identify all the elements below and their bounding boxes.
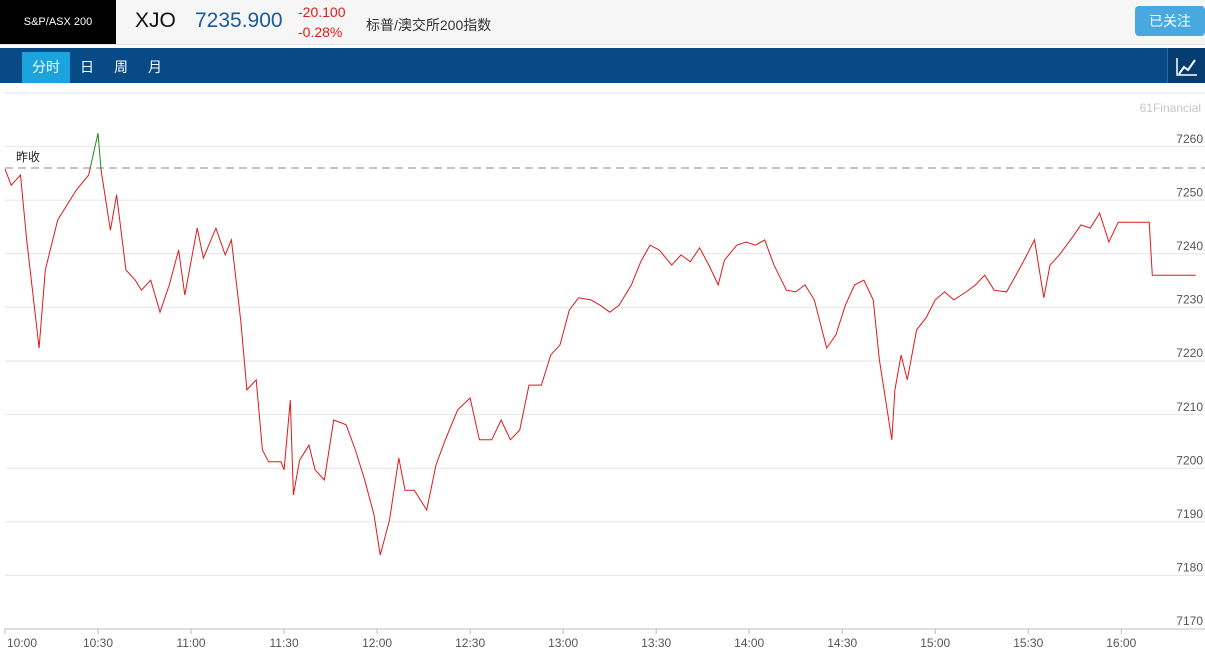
tab[interactable]: 周 bbox=[114, 59, 128, 75]
x-tick-label: 11:30 bbox=[269, 636, 298, 650]
x-tick-label: 11:00 bbox=[176, 636, 205, 650]
y-tick-label: 7180 bbox=[1176, 561, 1203, 575]
y-tick-label: 7210 bbox=[1176, 400, 1203, 414]
x-tick-label: 14:30 bbox=[827, 636, 857, 650]
index-name-cn: 标普/澳交所200指数 bbox=[366, 17, 492, 33]
y-tick-label: 7220 bbox=[1176, 346, 1203, 360]
icon bbox=[1176, 58, 1197, 76]
change-pct: -0.28% bbox=[298, 24, 343, 40]
price-line-up bbox=[89, 133, 102, 169]
y-tick-label: 7200 bbox=[1176, 453, 1203, 467]
header: S&P/ASX 200 XJO 7235.900 -20.100 -0.28% … bbox=[0, 0, 1205, 45]
prev-close-label: 昨收 bbox=[16, 150, 40, 164]
index-name: S&P/ASX 200 bbox=[0, 0, 116, 44]
tab[interactable]: 日 bbox=[80, 59, 94, 75]
y-tick-label: 7240 bbox=[1176, 239, 1203, 253]
y-tick-label: 7260 bbox=[1176, 132, 1203, 146]
y-tick-label: 7170 bbox=[1176, 614, 1203, 628]
chart: 61Financial 7170 7180 7190 7200 7210 7220 7230… bbox=[4, 92, 1205, 650]
x-tick-label: 14:00 bbox=[734, 636, 764, 650]
y-tick-label: 7190 bbox=[1176, 507, 1203, 521]
watermark: 61Financial bbox=[1140, 101, 1201, 115]
x-tick-label: 15:30 bbox=[1013, 636, 1043, 650]
change: -20.100 bbox=[298, 4, 346, 20]
price-line bbox=[4, 168, 1196, 556]
tab-bar: 分时 日 周 月 bbox=[0, 48, 1205, 83]
x-tick-label: 13:00 bbox=[548, 636, 578, 650]
tab[interactable]: 月 bbox=[148, 59, 162, 75]
follow-button[interactable]: 已关注 bbox=[1135, 6, 1205, 36]
y-tick-label: 7230 bbox=[1176, 293, 1203, 307]
tab[interactable]: 分时 bbox=[22, 52, 70, 83]
symbol: XJO bbox=[135, 9, 176, 32]
y-tick-label: 7250 bbox=[1176, 185, 1203, 199]
x-tick-label: 16:00 bbox=[1106, 636, 1136, 650]
chart-icon[interactable] bbox=[1167, 48, 1205, 83]
x-tick-label: 10:30 bbox=[83, 636, 113, 650]
x-tick-label: 13:30 bbox=[641, 636, 671, 650]
x-tick-label: 10:00 bbox=[7, 636, 37, 650]
x-tick-label: 12:30 bbox=[455, 636, 485, 650]
price: 7235.900 bbox=[195, 9, 283, 32]
x-tick-label: 15:00 bbox=[920, 636, 950, 650]
x-tick-label: 12:00 bbox=[362, 636, 392, 650]
